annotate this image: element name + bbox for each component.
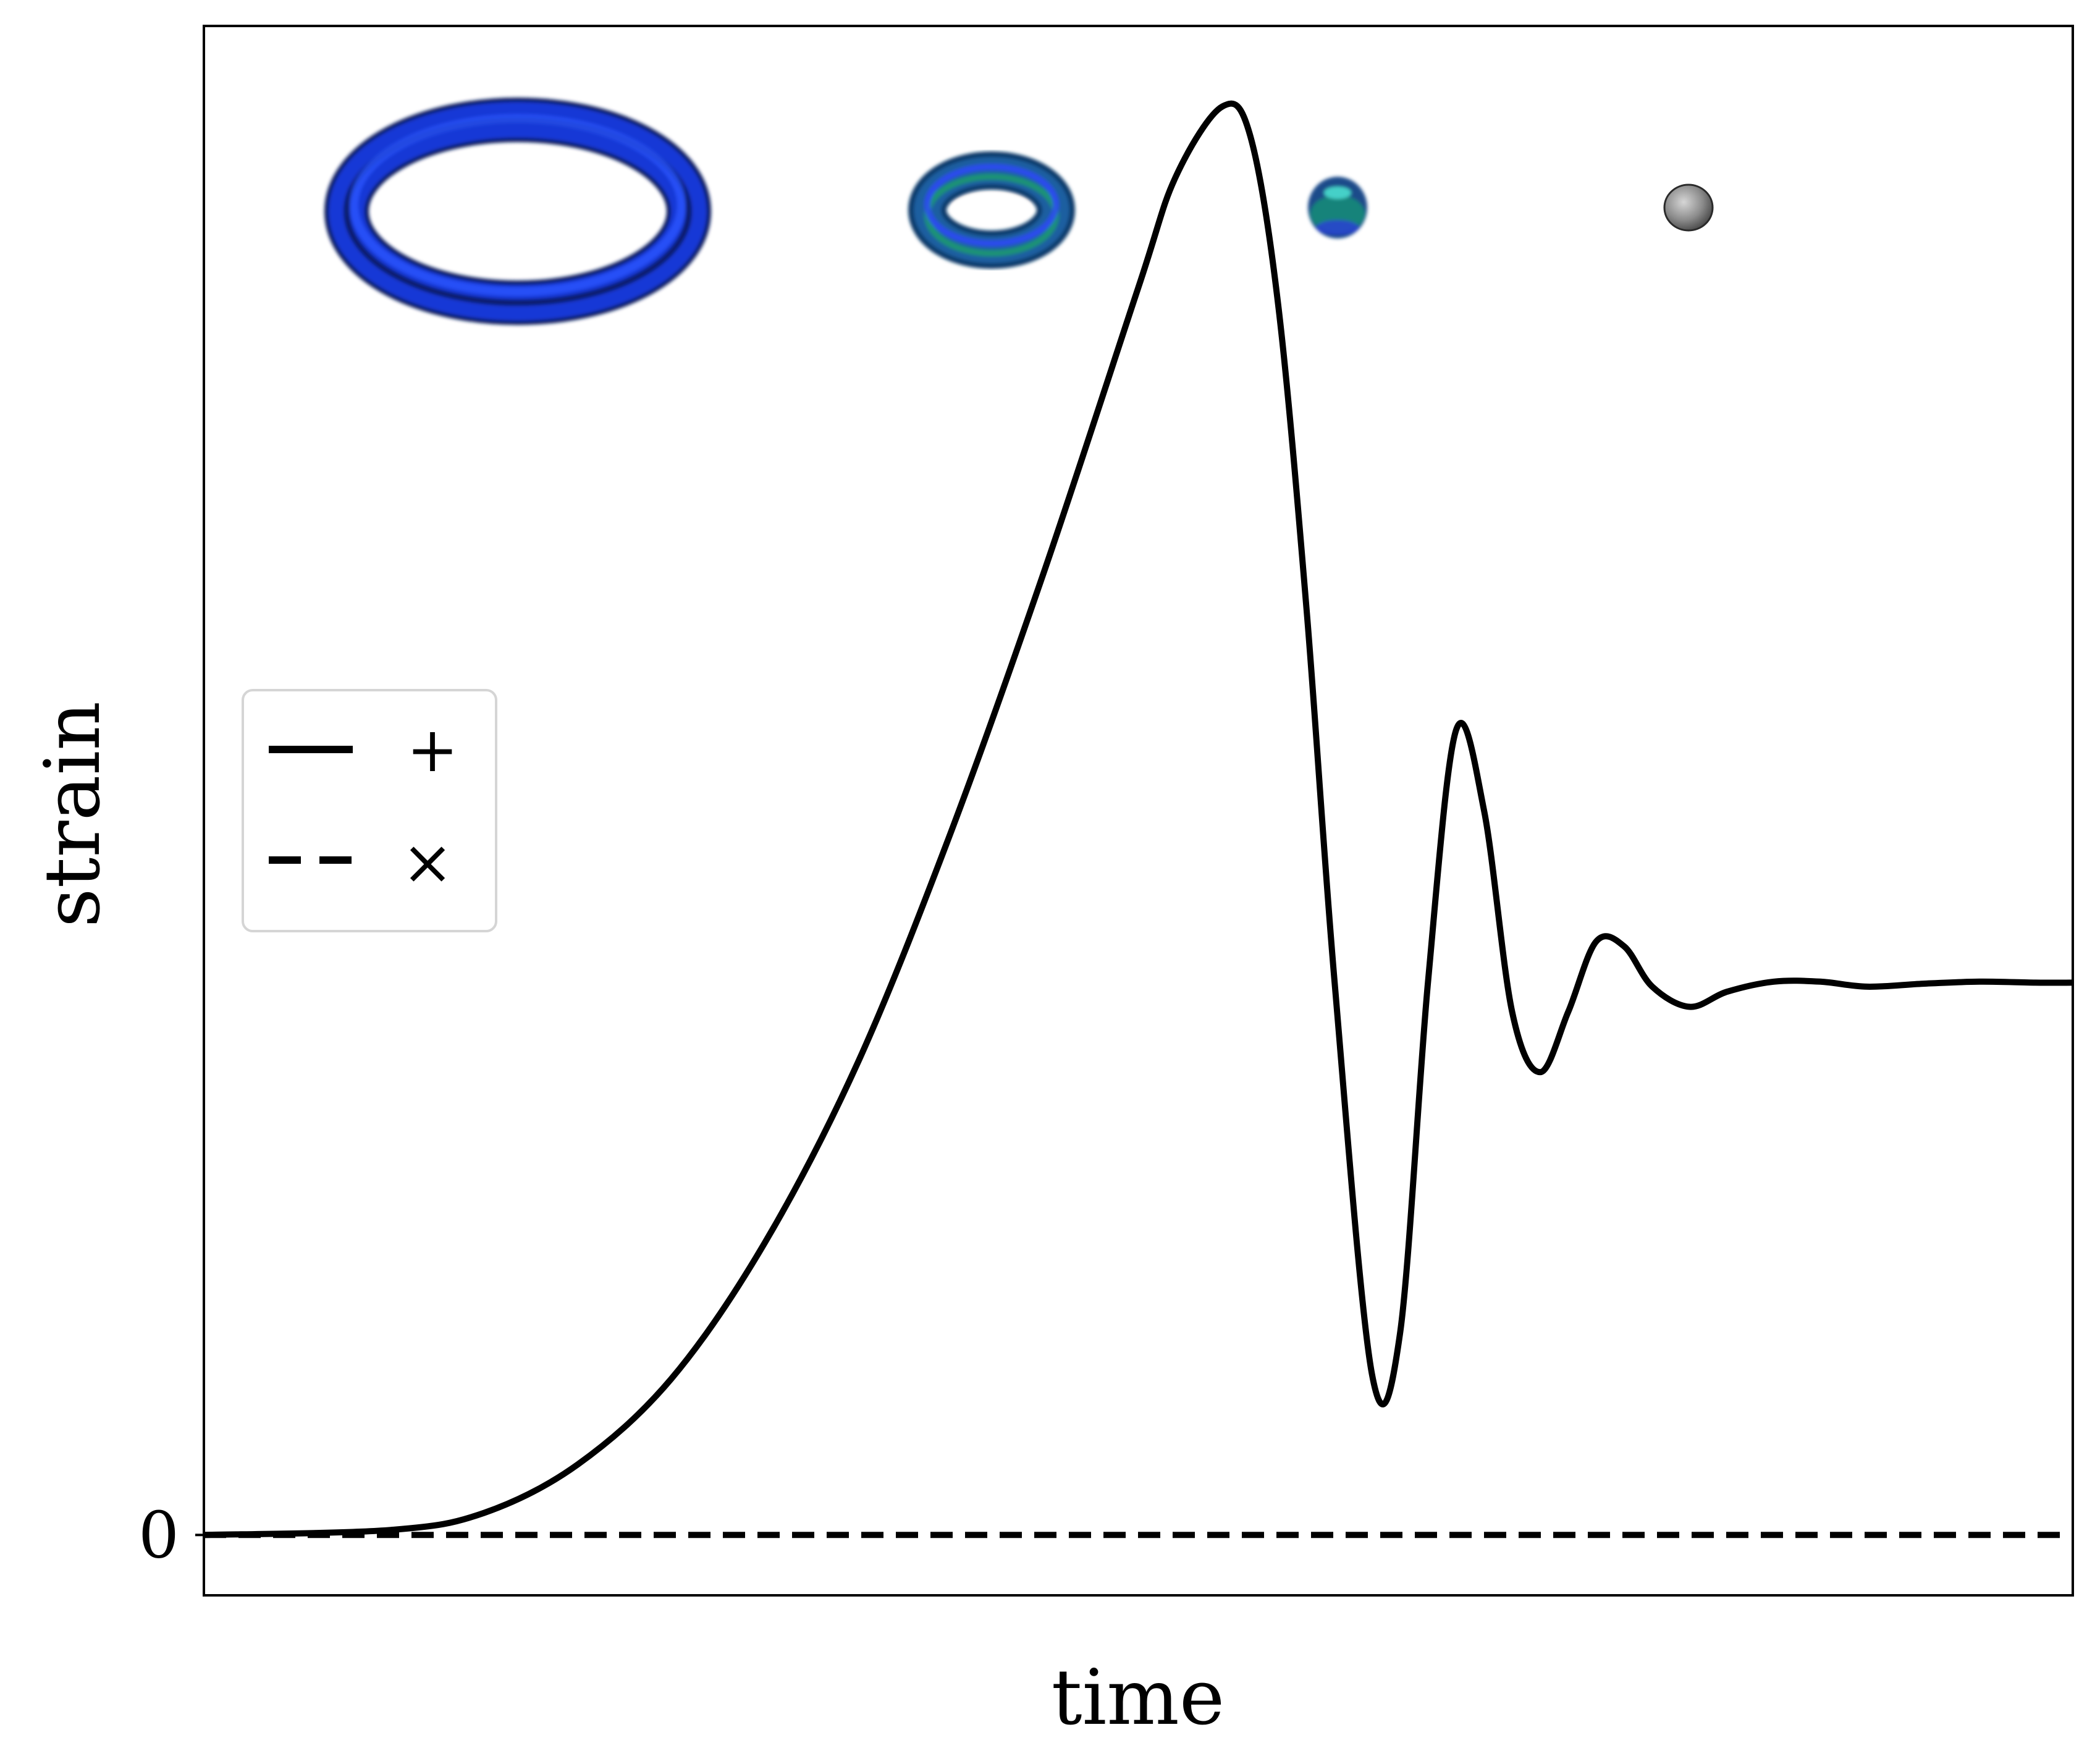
- inset-images: [324, 98, 1714, 325]
- y-axis-label: strain: [28, 701, 117, 927]
- torus-small-icon: [1308, 177, 1367, 238]
- x-axis-label: time: [1052, 1653, 1225, 1742]
- legend-plus-label: +: [407, 714, 458, 786]
- legend-cross-label: ×: [402, 826, 453, 898]
- torus-large-icon: [324, 98, 711, 325]
- series-layer: [203, 100, 2073, 1538]
- y-ticks: 0: [138, 1497, 204, 1572]
- plot-area-frame: [203, 25, 2074, 1597]
- legend: + ×: [242, 689, 497, 932]
- torus-medium-icon: [908, 151, 1075, 269]
- sphere-icon: [1663, 184, 1714, 232]
- y-tick-label: 0: [138, 1497, 179, 1572]
- series-line-plus: [203, 100, 2073, 1538]
